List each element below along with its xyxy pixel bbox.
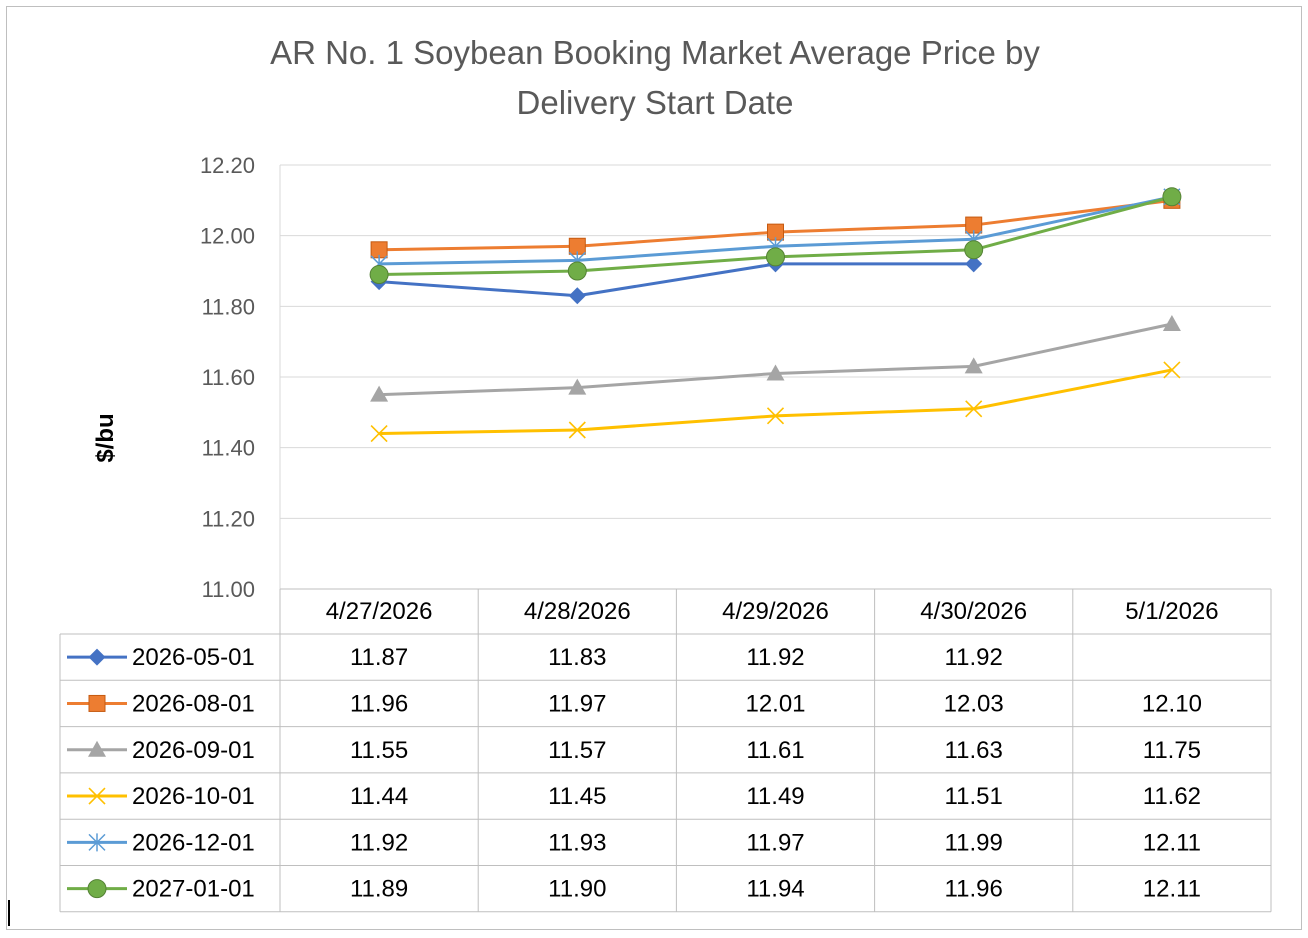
y-tick-label: 11.80	[202, 294, 255, 319]
legend-key-marker	[88, 648, 106, 666]
table-cell-value: 11.89	[350, 876, 408, 903]
table-cell-value: 11.83	[548, 644, 606, 671]
y-tick-label: 11.60	[202, 365, 255, 390]
table-cell-value: 12.11	[1143, 876, 1201, 903]
table-cell-value: 11.55	[350, 737, 408, 764]
y-axis-label: $/bu	[92, 413, 119, 462]
table-cell-value: 11.99	[945, 829, 1003, 856]
data-point-2027-01-01	[1162, 187, 1182, 207]
table-cell-value: 11.97	[548, 690, 606, 717]
table-cell-value: 12.01	[745, 690, 805, 717]
legend-series-name: 2027-01-01	[132, 876, 255, 903]
chart-title-line: AR No. 1 Soybean Booking Market Average …	[270, 34, 1040, 71]
legend-series-name: 2026-09-01	[132, 737, 255, 764]
table-cell-value: 11.44	[350, 783, 408, 810]
data-point-2027-01-01	[369, 265, 389, 285]
data-point-2026-09-01	[1162, 315, 1181, 331]
table-cell-value: 11.97	[746, 829, 804, 856]
data-point-2026-10-01	[766, 407, 785, 425]
y-tick-label: 11.40	[202, 436, 255, 461]
legend-key-marker	[88, 694, 106, 712]
y-tick-label: 12.00	[200, 224, 255, 249]
table-cell-value: 11.45	[548, 783, 606, 810]
chart-title-line: Delivery Start Date	[517, 84, 794, 121]
table-cell-value: 12.03	[944, 690, 1004, 717]
text-cursor	[8, 900, 10, 926]
legend-series-name: 2026-10-01	[132, 783, 255, 810]
x-category-label: 4/29/2026	[722, 598, 829, 625]
x-category-label: 4/30/2026	[920, 598, 1027, 625]
table-cell-value: 11.87	[350, 644, 408, 671]
series-line-2026-05-01	[378, 262, 974, 298]
table-cell-value: 11.93	[548, 829, 606, 856]
x-category-label: 4/28/2026	[524, 598, 631, 625]
table-cell-value: 11.90	[548, 876, 606, 903]
legend-series-name: 2026-08-01	[132, 690, 255, 717]
legend-key-marker	[88, 787, 106, 805]
data-point-2026-10-01	[965, 400, 983, 418]
x-category-label: 5/1/2026	[1125, 598, 1218, 625]
table-cell-value: 11.96	[350, 690, 408, 717]
data-point-2027-01-01	[766, 247, 785, 267]
legend-key-marker	[88, 740, 106, 757]
table-cell-value: 12.10	[1142, 690, 1202, 717]
table-cell-value: 11.75	[1143, 737, 1201, 764]
table-cell-value: 11.63	[945, 737, 1003, 764]
data-point-2026-05-01	[568, 287, 586, 305]
table-cell-value: 11.92	[350, 829, 408, 856]
table-cell-value: 11.62	[1143, 783, 1201, 810]
series-line-2026-09-01	[379, 322, 1173, 397]
legend-series-name: 2026-05-01	[132, 644, 255, 671]
table-cell-value: 11.57	[548, 737, 606, 764]
table-cell-value: 11.92	[746, 644, 804, 671]
table-cell-value: 11.94	[746, 876, 804, 903]
data-point-2026-09-01	[370, 385, 389, 402]
table-cell-value: 11.61	[746, 737, 804, 764]
table-cell-value: 11.96	[945, 876, 1003, 903]
legend-key-marker	[88, 833, 106, 852]
data-point-2027-01-01	[567, 261, 587, 281]
x-category-label: 4/27/2026	[326, 598, 433, 625]
data-point-2026-10-01	[568, 421, 586, 439]
y-tick-label: 11.00	[202, 577, 255, 602]
data-point-2026-10-01	[1163, 361, 1181, 379]
chart-frame	[6, 6, 1302, 930]
y-tick-label: 12.20	[200, 153, 255, 178]
table-cell-value: 12.11	[1143, 829, 1201, 856]
legend-key-marker	[87, 879, 107, 899]
data-point-2026-09-01	[766, 364, 785, 381]
data-point-2026-05-01	[965, 255, 983, 273]
data-point-2026-09-01	[964, 357, 983, 374]
legend-series-name: 2026-12-01	[132, 829, 255, 856]
data-point-2027-01-01	[964, 240, 984, 260]
data-point-2026-09-01	[568, 378, 587, 395]
y-tick-label: 11.20	[202, 506, 255, 531]
table-cell-value: 11.49	[746, 783, 804, 810]
data-point-2026-10-01	[370, 424, 388, 443]
table-cell-value: 11.51	[945, 783, 1003, 810]
table-cell-value: 11.92	[945, 644, 1003, 671]
